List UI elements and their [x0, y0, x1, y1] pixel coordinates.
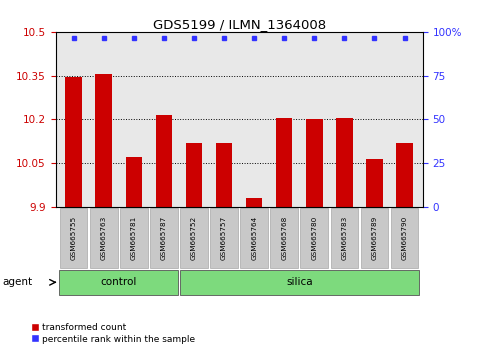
Bar — [126, 158, 142, 207]
Text: GSM665755: GSM665755 — [71, 216, 77, 260]
Bar — [180, 208, 208, 268]
Bar — [270, 208, 298, 268]
Title: GDS5199 / ILMN_1364008: GDS5199 / ILMN_1364008 — [153, 18, 326, 31]
Bar — [300, 208, 328, 268]
Bar — [150, 208, 178, 268]
Text: GSM665783: GSM665783 — [341, 216, 347, 260]
Text: agent: agent — [2, 277, 32, 287]
Bar — [156, 115, 172, 207]
Bar — [210, 208, 238, 268]
Legend: transformed count, percentile rank within the sample: transformed count, percentile rank withi… — [28, 319, 199, 347]
Bar — [59, 270, 178, 295]
Bar — [60, 208, 87, 268]
Text: GSM665787: GSM665787 — [161, 216, 167, 260]
Bar — [96, 74, 112, 207]
Text: GSM665764: GSM665764 — [251, 216, 257, 260]
Bar — [391, 208, 418, 268]
Text: silica: silica — [286, 277, 313, 287]
Bar — [330, 208, 358, 268]
Bar — [90, 208, 117, 268]
Bar — [65, 77, 82, 207]
Text: GSM665768: GSM665768 — [281, 216, 287, 260]
Bar — [361, 208, 388, 268]
Text: GSM665757: GSM665757 — [221, 216, 227, 260]
Bar — [396, 143, 413, 207]
Text: GSM665789: GSM665789 — [371, 216, 378, 260]
Text: GSM665752: GSM665752 — [191, 216, 197, 260]
Bar — [120, 208, 148, 268]
Bar — [216, 143, 232, 207]
Bar — [185, 143, 202, 207]
Bar — [246, 198, 262, 207]
Text: GSM665790: GSM665790 — [401, 216, 408, 260]
Bar — [366, 159, 383, 207]
Text: GSM665763: GSM665763 — [100, 216, 107, 260]
Bar — [336, 118, 353, 207]
Bar — [180, 270, 419, 295]
Bar — [306, 120, 323, 207]
Bar — [240, 208, 268, 268]
Text: GSM665780: GSM665780 — [312, 216, 317, 260]
Text: GSM665781: GSM665781 — [131, 216, 137, 260]
Bar — [276, 118, 293, 207]
Text: control: control — [100, 277, 137, 287]
